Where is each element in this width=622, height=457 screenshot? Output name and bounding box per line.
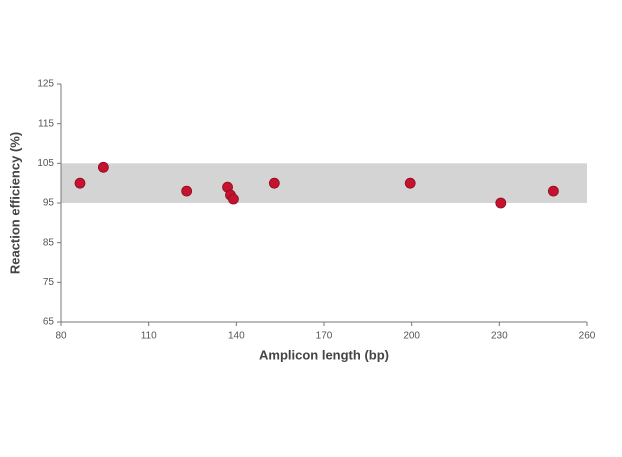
x-tick-label: 200 (403, 331, 420, 342)
x-tick-label: 140 (228, 331, 245, 342)
data-point (97, 161, 109, 173)
y-axis-title: Reaction efficiency (%) (7, 132, 22, 274)
data-point (404, 177, 416, 189)
y-tick-label: 115 (38, 118, 54, 129)
x-tick-label: 110 (141, 331, 157, 342)
x-tick-label: 260 (579, 331, 596, 342)
y-tick-label: 105 (37, 158, 54, 169)
x-tick-label: 170 (316, 331, 333, 342)
data-point (547, 185, 559, 197)
x-tick-label: 80 (55, 331, 67, 342)
y-tick-label: 75 (43, 277, 55, 288)
x-axis-title: Amplicon length (bp) (259, 347, 389, 362)
data-point (495, 197, 507, 209)
y-tick-label: 125 (37, 79, 54, 90)
data-point (268, 177, 280, 189)
data-point (181, 185, 193, 197)
data-point (74, 177, 86, 189)
x-tick-label: 230 (491, 331, 508, 342)
data-point (228, 193, 239, 205)
y-tick-label: 85 (43, 237, 55, 248)
y-tick-label: 95 (43, 198, 55, 209)
target-band (61, 163, 587, 203)
y-tick-label: 65 (43, 317, 55, 328)
